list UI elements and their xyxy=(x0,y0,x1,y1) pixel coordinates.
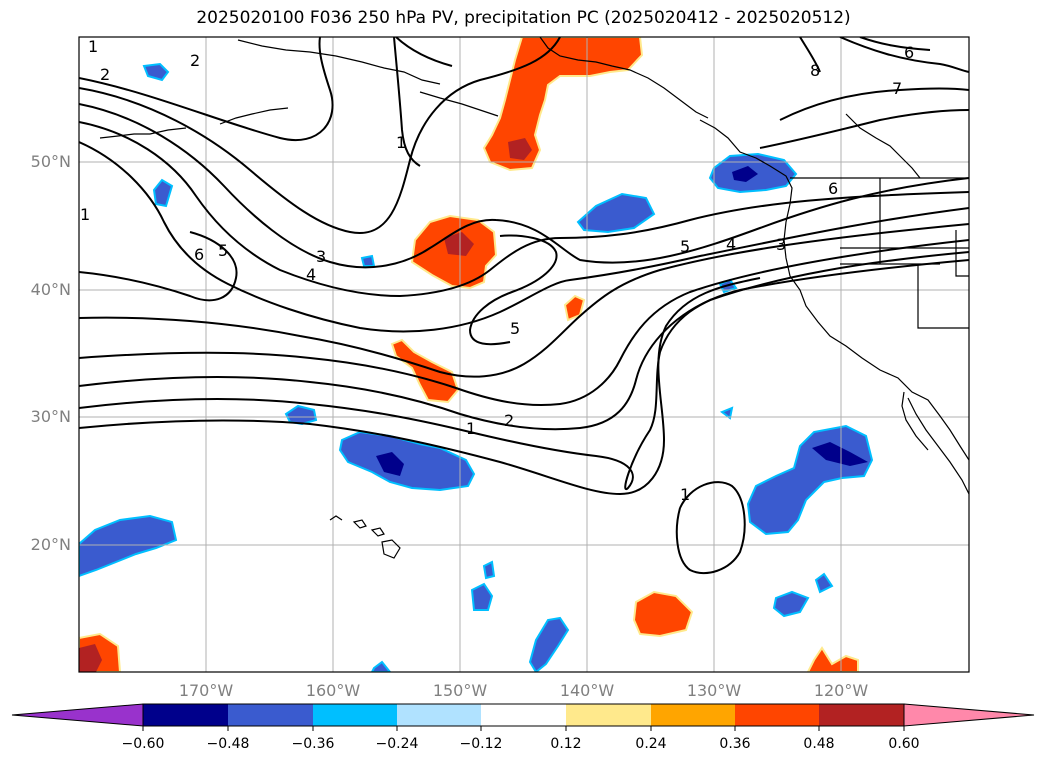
colorbar-extend-left xyxy=(11,703,144,727)
precip-negative-small-f xyxy=(772,590,810,618)
precip-min-baja xyxy=(812,442,868,466)
precip-negative-small-j xyxy=(719,406,734,420)
colorbar-segment xyxy=(566,704,651,726)
precip-negative-small-k xyxy=(482,560,496,580)
precip-max-central xyxy=(444,232,474,256)
precip-positive-south xyxy=(632,590,694,638)
contour-label: 6 xyxy=(194,245,204,264)
lon-label: 130°W xyxy=(686,681,742,700)
map-title: 2025020100 F036 250 hPa PV, precipitatio… xyxy=(196,8,851,28)
contour-label: 6 xyxy=(828,179,838,198)
precip-positive-gulf-alaska xyxy=(482,37,644,172)
colorbar-tick-label: 0.60 xyxy=(888,736,920,752)
colorbar-extend-right xyxy=(903,703,1035,727)
colorbar-tick-label: −0.12 xyxy=(459,736,503,752)
precip-min-bc xyxy=(732,166,758,182)
contour-label: 5 xyxy=(510,319,520,338)
precip-negative-west xyxy=(79,514,178,578)
lat-label: 20°N xyxy=(30,535,71,554)
colorbar-tick-label: −0.48 xyxy=(206,736,250,752)
colorbar-segment xyxy=(313,704,397,726)
lat-label: 40°N xyxy=(30,280,71,299)
contour-label: 4 xyxy=(306,265,316,284)
precip-positive-small1 xyxy=(563,294,586,322)
precip-negative-small-d xyxy=(470,582,494,611)
precip-positive-subtrop xyxy=(390,338,460,404)
contour-label: 4 xyxy=(726,235,736,254)
colorbar-segment xyxy=(397,704,481,726)
precip-negative-small-e xyxy=(528,616,570,672)
lon-label: 170°W xyxy=(178,681,234,700)
precip-min-hawaii-north xyxy=(376,452,404,476)
colorbar-segment xyxy=(143,704,228,726)
colorbar-segment xyxy=(481,704,566,726)
lat-label: 30°N xyxy=(30,407,71,426)
contour-label: 1 xyxy=(396,133,406,152)
precip-max-sw-corner xyxy=(79,644,102,672)
contour-label: 1 xyxy=(88,37,98,56)
lon-label: 160°W xyxy=(305,681,361,700)
contour-label: 2 xyxy=(504,411,514,430)
colorbar-tick-label: −0.36 xyxy=(291,736,335,752)
colorbar-segment xyxy=(651,704,735,726)
contour-label-group: 1 2 2 1 6 5 3 4 1 5 4 3 6 8 7 6 5 2 1 1 xyxy=(80,37,914,504)
contour-label: 7 xyxy=(892,79,902,98)
contour-label: 3 xyxy=(776,235,786,254)
map-border xyxy=(78,36,970,673)
precip-negative-small-l xyxy=(370,660,392,672)
contour-label: 8 xyxy=(810,61,820,80)
contour-label: 5 xyxy=(218,241,228,260)
contour-label: 2 xyxy=(100,65,110,84)
precip-max-gulf-alaska xyxy=(508,138,532,160)
colorbar-tick-label: −0.60 xyxy=(121,736,165,752)
lat-label: 50°N xyxy=(30,152,71,171)
contour-label: 1 xyxy=(680,485,690,504)
lon-label: 120°W xyxy=(813,681,869,700)
precip-negative-small-g xyxy=(814,572,834,594)
colorbar-segment xyxy=(819,704,904,726)
precip-positive-se xyxy=(806,646,859,672)
graticule xyxy=(79,37,969,672)
precip-negative-small-c xyxy=(142,62,170,82)
colorbar-segment xyxy=(228,704,313,726)
contour-label: 3 xyxy=(316,247,326,266)
precip-negative-ne-pacific xyxy=(576,192,656,234)
lon-label: 140°W xyxy=(559,681,615,700)
contour-label: 5 xyxy=(680,237,690,256)
colorbar-segment xyxy=(735,704,819,726)
precip-negative-small-b xyxy=(152,178,174,208)
colorbar xyxy=(11,703,1035,731)
colorbar-tick-label: 0.12 xyxy=(550,736,582,752)
contour-label: 1 xyxy=(80,205,90,224)
precip-shading xyxy=(79,37,874,672)
contour-label: 6 xyxy=(904,43,914,62)
lon-label: 150°W xyxy=(432,681,488,700)
colorbar-tick-label: 0.48 xyxy=(803,736,835,752)
colorbar-tick-label: −0.24 xyxy=(375,736,419,752)
contour-label: 1 xyxy=(466,419,476,438)
colorbar-tick-label: 0.24 xyxy=(635,736,667,752)
contour-label: 2 xyxy=(190,51,200,70)
precip-negative-small-i xyxy=(360,254,376,267)
colorbar-tick-label: 0.36 xyxy=(719,736,751,752)
pv-contours xyxy=(79,37,969,575)
